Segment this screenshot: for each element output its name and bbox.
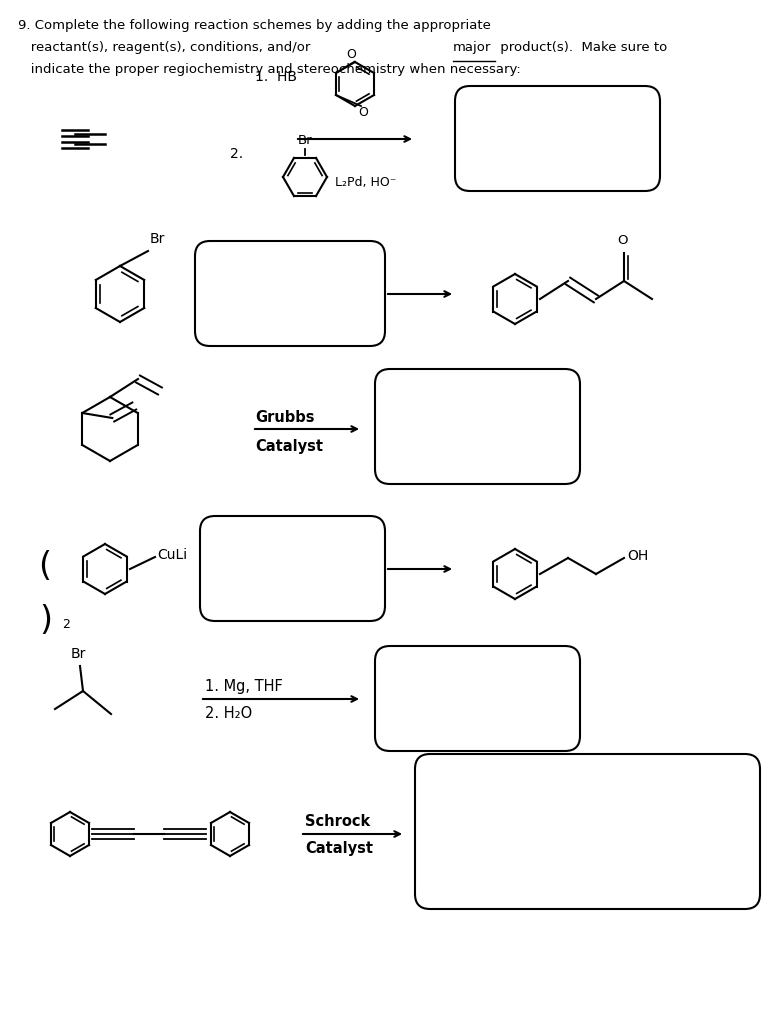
Text: Br: Br bbox=[150, 232, 165, 246]
Text: 2. H₂O: 2. H₂O bbox=[205, 707, 253, 722]
Text: indicate the proper regiochemistry and stereochemistry when necessary:: indicate the proper regiochemistry and s… bbox=[18, 63, 521, 76]
Text: L₂Pd, HO⁻: L₂Pd, HO⁻ bbox=[335, 175, 396, 188]
Text: major: major bbox=[453, 41, 491, 54]
Text: Catalyst: Catalyst bbox=[305, 842, 373, 856]
FancyBboxPatch shape bbox=[195, 241, 385, 346]
Text: Schrock: Schrock bbox=[305, 814, 370, 829]
Text: reactant(s), reagent(s), conditions, and/or: reactant(s), reagent(s), conditions, and… bbox=[18, 41, 314, 54]
Text: 1. Mg, THF: 1. Mg, THF bbox=[205, 680, 283, 694]
Text: O: O bbox=[358, 106, 368, 120]
Text: 2.: 2. bbox=[230, 147, 243, 161]
Text: Catalyst: Catalyst bbox=[255, 439, 323, 455]
Text: 2: 2 bbox=[62, 618, 70, 631]
Text: Br: Br bbox=[298, 134, 312, 147]
FancyBboxPatch shape bbox=[375, 646, 580, 751]
Text: O: O bbox=[618, 234, 628, 247]
Text: 9. Complete the following reaction schemes by adding the appropriate: 9. Complete the following reaction schem… bbox=[18, 19, 491, 32]
Text: 1.  HB: 1. HB bbox=[255, 70, 297, 84]
Text: product(s).  Make sure to: product(s). Make sure to bbox=[496, 41, 667, 54]
Text: OH: OH bbox=[627, 549, 648, 563]
Text: Br: Br bbox=[70, 647, 86, 662]
FancyBboxPatch shape bbox=[375, 369, 580, 484]
Text: (: ( bbox=[38, 551, 51, 584]
Text: O: O bbox=[346, 48, 356, 61]
Text: Grubbs: Grubbs bbox=[255, 410, 314, 425]
Text: ): ) bbox=[39, 604, 52, 638]
FancyBboxPatch shape bbox=[455, 86, 660, 191]
Text: CuLi: CuLi bbox=[157, 548, 187, 562]
FancyBboxPatch shape bbox=[200, 516, 385, 621]
FancyBboxPatch shape bbox=[415, 754, 760, 909]
